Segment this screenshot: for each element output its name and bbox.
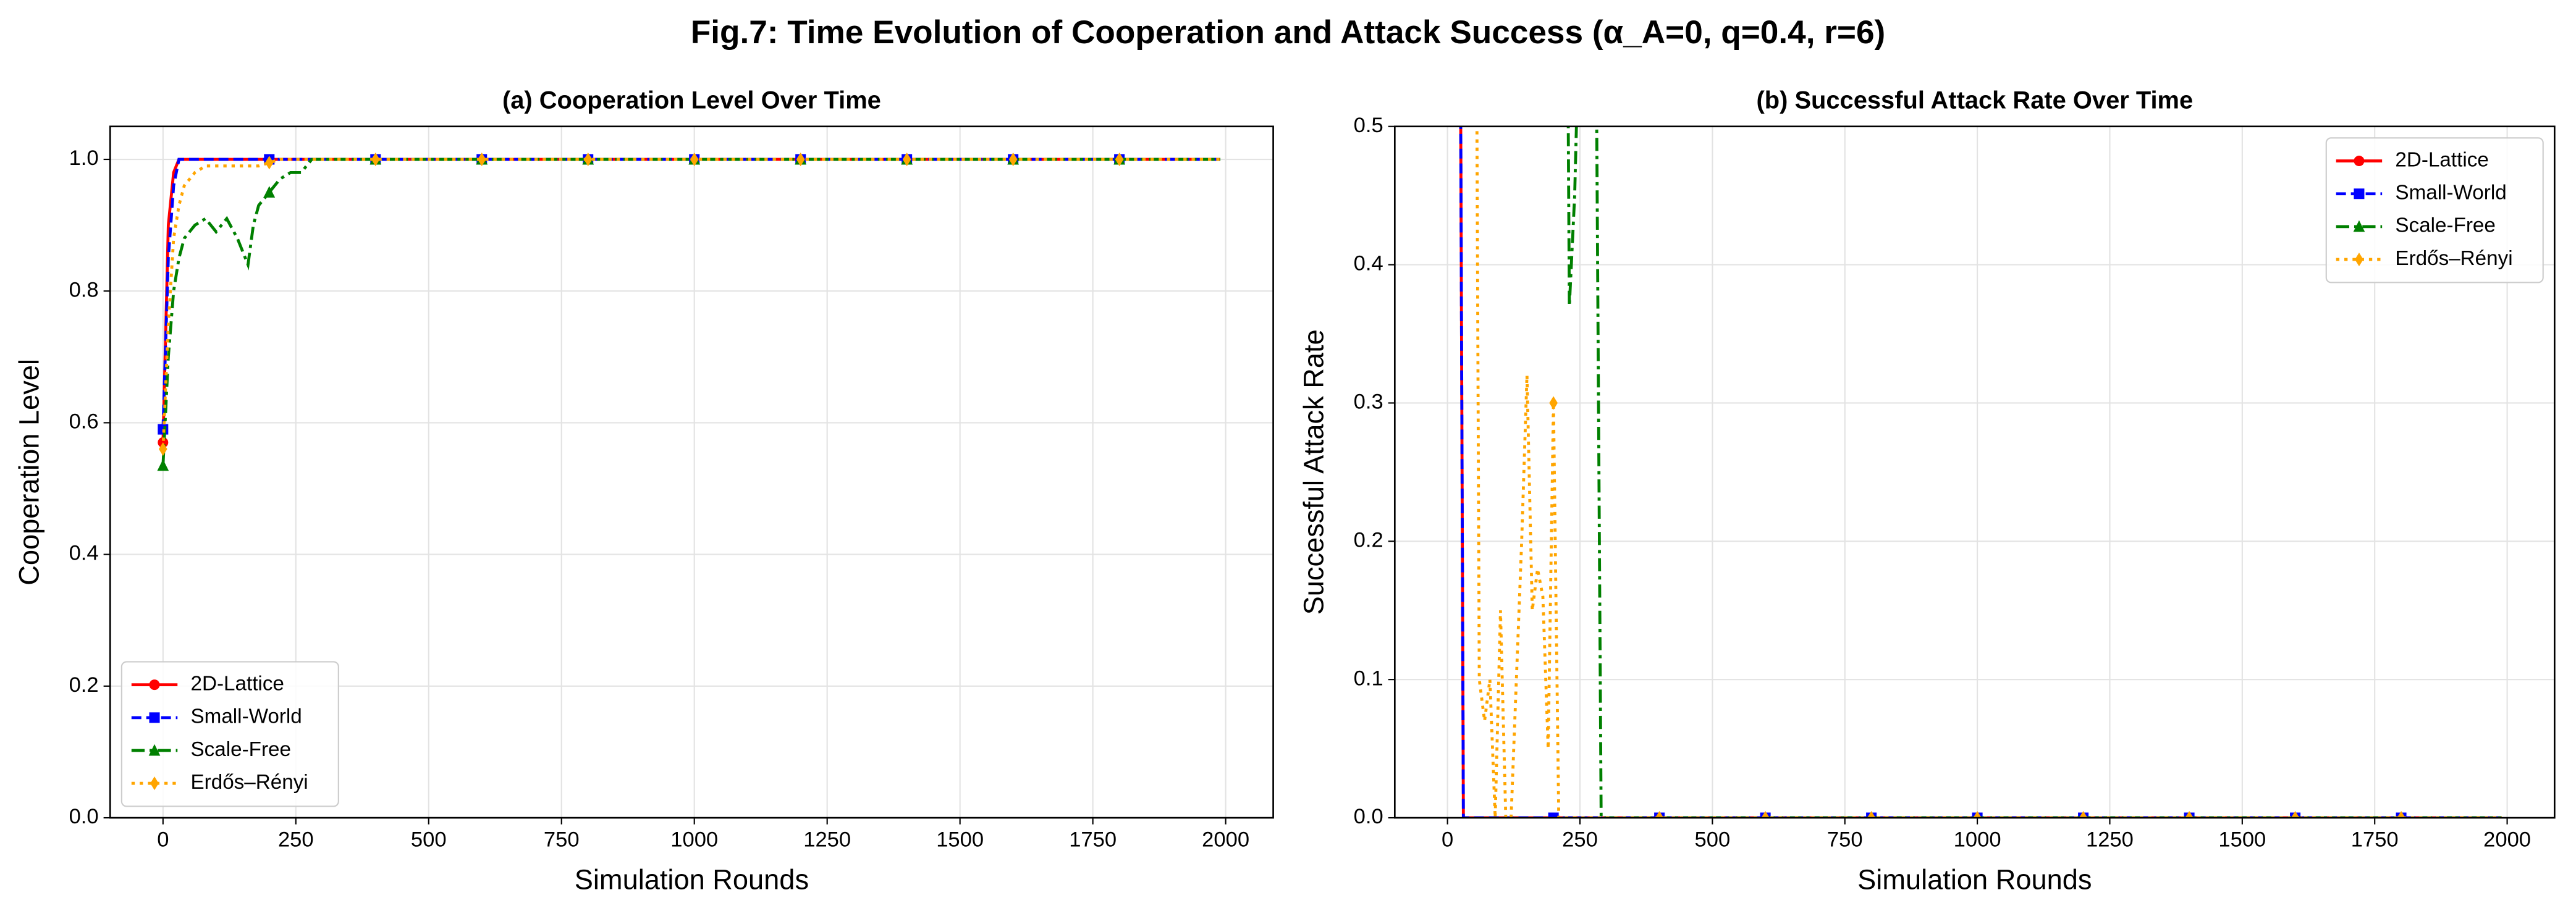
series-line xyxy=(161,158,1221,450)
x-tick-label: 500 xyxy=(411,828,447,851)
y-tick-label: 0.4 xyxy=(1354,252,1383,275)
figure-title: Fig.7: Time Evolution of Cooperation and… xyxy=(691,14,1885,51)
marker xyxy=(902,152,911,167)
legend-marker xyxy=(2354,156,2365,167)
legend-label: Scale-Free xyxy=(191,738,291,761)
x-tick-label: 0 xyxy=(1442,828,1453,851)
marker xyxy=(1549,396,1558,410)
marker xyxy=(1655,810,1664,818)
x-tick-label: 250 xyxy=(278,828,314,851)
marker xyxy=(1115,152,1124,167)
y-tick-label: 0.8 xyxy=(69,278,99,301)
marker xyxy=(2079,810,2088,818)
series-line xyxy=(161,158,1221,430)
x-tick-label: 0 xyxy=(157,828,169,851)
marker xyxy=(1548,812,1559,818)
axes-frame xyxy=(109,125,1274,819)
y-tick-label: 0.4 xyxy=(69,542,99,565)
marker xyxy=(158,442,167,456)
legend-label: 2D-Lattice xyxy=(2395,148,2488,171)
y-tick-label: 0.6 xyxy=(69,410,99,434)
x-tick-label: 1750 xyxy=(1069,828,1117,851)
x-tick-label: 750 xyxy=(544,828,580,851)
marker xyxy=(263,186,276,198)
marker xyxy=(1761,810,1770,818)
legend-box xyxy=(120,661,339,807)
x-axis-label: Simulation Rounds xyxy=(575,864,809,896)
x-tick-label: 1500 xyxy=(936,828,984,851)
y-tick-label: 0.3 xyxy=(1354,390,1383,414)
x-tick-label: 2000 xyxy=(1202,828,1249,851)
marker xyxy=(477,152,486,167)
x-tick-label: 250 xyxy=(1562,828,1598,851)
marker xyxy=(796,152,805,167)
x-tick-label: 1250 xyxy=(2086,828,2134,851)
marker xyxy=(2397,810,2405,818)
legend-label: 2D-Lattice xyxy=(191,672,284,695)
legend-label: Scale-Free xyxy=(2395,214,2495,237)
axes-frame xyxy=(1393,125,2556,819)
marker xyxy=(583,152,593,167)
x-tick-label: 1250 xyxy=(803,828,851,851)
plot-area xyxy=(1459,126,2502,818)
legend-label: Erdős–Rényi xyxy=(2395,247,2512,270)
y-tick-label: 0.0 xyxy=(1354,805,1383,828)
y-axis-label: Successful Attack Rate xyxy=(1298,329,1330,615)
legend-box xyxy=(2325,137,2544,284)
x-tick-label: 750 xyxy=(1827,828,1863,851)
x-tick-label: 1750 xyxy=(2351,828,2399,851)
series-line xyxy=(161,158,1221,466)
plot-area xyxy=(157,152,1221,471)
legend-label: Erdős–Rényi xyxy=(191,771,308,794)
marker xyxy=(1973,810,1982,818)
marker xyxy=(1867,810,1876,818)
legend-marker xyxy=(2355,253,2363,267)
x-tick-label: 1000 xyxy=(670,828,718,851)
x-axis-label: Simulation Rounds xyxy=(1857,864,2092,896)
x-tick-label: 1500 xyxy=(2218,828,2266,851)
panel-title: (b) Successful Attack Rate Over Time xyxy=(1756,86,2193,114)
legend-marker xyxy=(2353,220,2365,232)
legend-marker xyxy=(150,776,159,791)
marker xyxy=(157,459,169,471)
marker xyxy=(1008,152,1018,167)
marker xyxy=(158,424,169,435)
y-axis-label: Cooperation Level xyxy=(14,359,45,586)
legend-label: Small-World xyxy=(2395,182,2506,204)
legend-marker xyxy=(148,744,161,756)
panel-title: (a) Cooperation Level Over Time xyxy=(502,86,881,114)
marker xyxy=(690,152,699,167)
legend-marker xyxy=(149,712,160,723)
marker xyxy=(2185,810,2194,818)
legend-marker xyxy=(2354,188,2365,200)
x-tick-label: 2000 xyxy=(2483,828,2531,851)
y-tick-label: 0.0 xyxy=(69,805,99,828)
legend-label: Small-World xyxy=(191,705,302,728)
y-tick-label: 0.5 xyxy=(1354,114,1383,137)
x-tick-label: 1000 xyxy=(1954,828,2001,851)
y-tick-label: 1.0 xyxy=(69,146,99,170)
legend-marker xyxy=(149,679,160,691)
y-tick-label: 0.1 xyxy=(1354,666,1383,690)
marker xyxy=(2291,810,2300,818)
y-tick-label: 0.2 xyxy=(1354,528,1383,552)
x-tick-label: 500 xyxy=(1695,828,1731,851)
y-tick-label: 0.2 xyxy=(69,673,99,697)
